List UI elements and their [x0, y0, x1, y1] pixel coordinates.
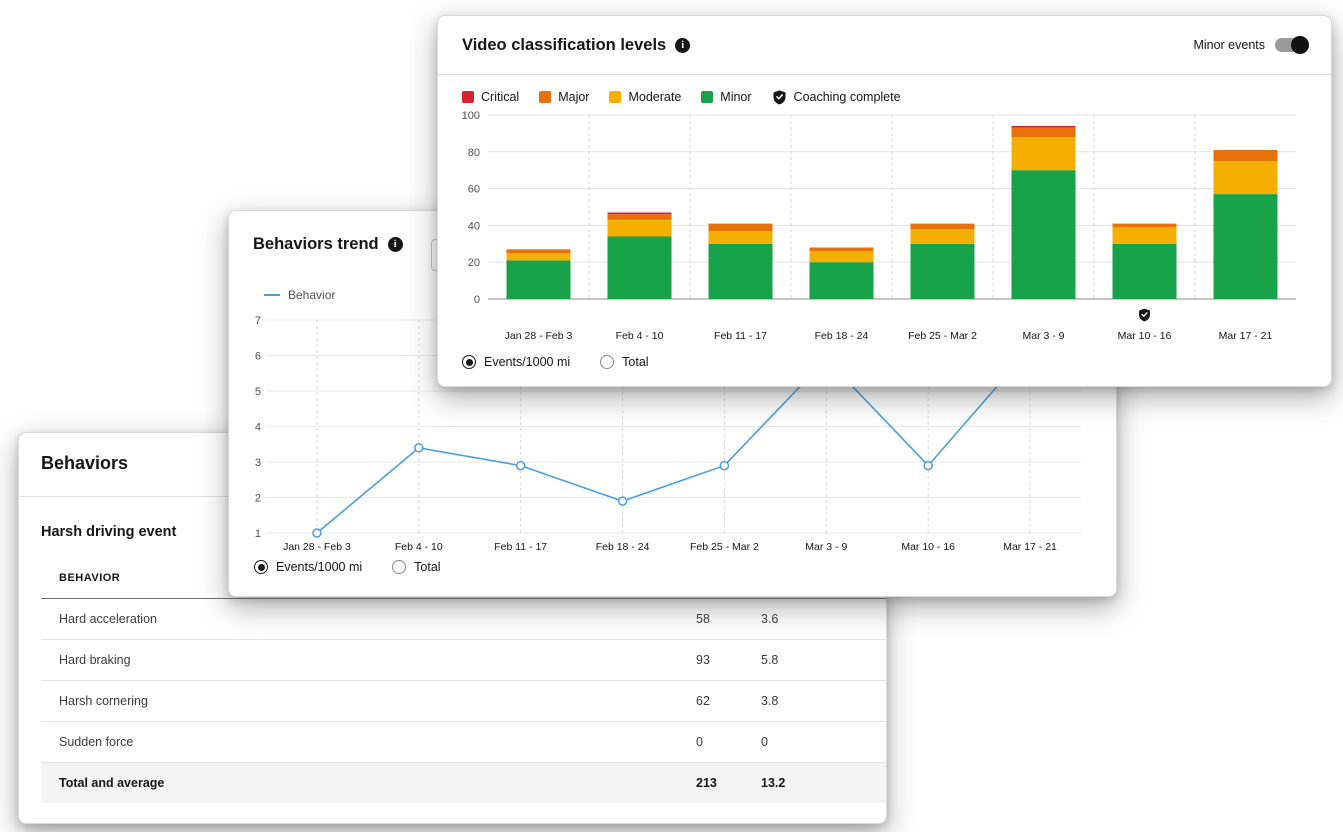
minor-events-toggle[interactable]: [1275, 36, 1309, 54]
behavior-label: Sudden force: [59, 735, 134, 749]
svg-text:5: 5: [255, 386, 261, 398]
radio-label: Total: [414, 560, 441, 574]
svg-text:Mar 3 - 9: Mar 3 - 9: [805, 541, 847, 553]
radio-total[interactable]: Total: [600, 355, 649, 369]
behavior-count: 58: [696, 612, 710, 626]
line-legend: Behavior: [264, 288, 1116, 302]
svg-text:Jan 28 - Feb 3: Jan 28 - Feb 3: [505, 330, 573, 342]
video-title: Video classification levels: [462, 35, 667, 54]
info-icon[interactable]: i: [675, 37, 691, 53]
line-series-label: Behavior: [288, 288, 336, 302]
behavior-rate: 0: [761, 735, 768, 749]
total-label: Total and average: [59, 776, 165, 790]
svg-text:4: 4: [255, 422, 261, 434]
toggle-label: Minor events: [1193, 38, 1265, 52]
legend-swatch: [462, 91, 474, 103]
legend-item-coaching-complete: Coaching complete: [772, 89, 901, 105]
legend-swatch: [701, 91, 714, 103]
table-row[interactable]: Hard braking 93 5.8: [41, 640, 886, 681]
legend-item-major[interactable]: Major: [539, 90, 589, 104]
radio-events-per-1000mi[interactable]: Events/1000 mi: [462, 355, 570, 369]
svg-text:1: 1: [255, 528, 261, 540]
radio-unselected-icon: [600, 355, 615, 369]
svg-text:3: 3: [255, 457, 261, 469]
svg-text:Feb 4 - 10: Feb 4 - 10: [395, 541, 443, 553]
radio-selected-icon: [254, 560, 268, 574]
coaching-complete-shield-icon: [773, 90, 786, 105]
video-card-header: Video classification levels i Minor even…: [438, 16, 1331, 75]
svg-text:Feb 25 - Mar 2: Feb 25 - Mar 2: [690, 541, 759, 553]
trend-chart-mode-radios: Events/1000 mi Total: [254, 560, 1116, 574]
radio-label: Events/1000 mi: [276, 560, 363, 574]
behaviors-table: BEHAVIOR Hard acceleration 58 3.6 Hard brak…: [41, 558, 886, 803]
svg-text:Jan 28 - Feb 3: Jan 28 - Feb 3: [283, 541, 351, 553]
svg-text:100: 100: [462, 110, 480, 122]
svg-text:Mar 3 - 9: Mar 3 - 9: [1022, 330, 1064, 342]
table-row[interactable]: Sudden force 0 0: [41, 722, 886, 763]
table-body: Hard acceleration 58 3.6 Hard braking 93 5.8 H…: [41, 599, 886, 763]
behavior-rate: 5.8: [761, 653, 779, 667]
table-total-row: Total and average 213 13.2: [41, 763, 886, 803]
behavior-count: 0: [696, 735, 703, 749]
svg-text:Feb 18 - 24: Feb 18 - 24: [596, 541, 650, 553]
behavior-label: Hard braking: [59, 653, 131, 667]
video-chart-mode-radios: Events/1000 mi Total: [462, 355, 1307, 369]
radio-unselected-icon: [392, 560, 407, 574]
svg-text:60: 60: [468, 184, 480, 196]
video-levels-chart[interactable]: 0 20 40 60 80 100 Jan 28 - Feb 3 Feb 4 - 10 Feb …: [462, 107, 1307, 353]
svg-text:Feb 4 - 10: Feb 4 - 10: [616, 330, 664, 342]
radio-label: Total: [622, 355, 649, 369]
video-card-body: Critical Major Moderate Minor Coaching compl…: [438, 89, 1331, 369]
svg-text:0: 0: [474, 294, 480, 306]
behavior-count: 62: [696, 694, 710, 708]
svg-text:2: 2: [255, 493, 261, 505]
svg-text:Feb 25 - Mar 2: Feb 25 - Mar 2: [908, 330, 977, 342]
svg-text:20: 20: [468, 257, 480, 269]
minor-events-toggle-group[interactable]: Minor events: [1193, 36, 1309, 54]
svg-text:Mar 10 - 16: Mar 10 - 16: [901, 541, 955, 553]
legend-swatch: [609, 91, 622, 103]
trend-title: Behaviors trend: [253, 235, 379, 253]
line-series-swatch: [264, 294, 280, 296]
svg-text:40: 40: [468, 220, 480, 232]
svg-text:Mar 10 - 16: Mar 10 - 16: [1118, 330, 1172, 342]
legend-item-critical[interactable]: Critical: [462, 90, 519, 104]
legend-item-minor[interactable]: Minor: [701, 90, 752, 104]
total-rate: 13.2: [761, 776, 786, 790]
table-header-row: BEHAVIOR: [41, 558, 886, 599]
toggle-knob: [1291, 36, 1309, 54]
behaviors-title: Behaviors: [41, 453, 129, 473]
legend-swatch: [539, 91, 552, 103]
svg-text:Feb 11 - 17: Feb 11 - 17: [494, 541, 547, 553]
behavior-label: Hard acceleration: [59, 612, 157, 626]
harsh-driving-event-title: Harsh driving event: [41, 524, 177, 540]
radio-events-per-1000mi[interactable]: Events/1000 mi: [254, 560, 362, 574]
info-icon[interactable]: i: [387, 237, 403, 252]
behavior-label: Harsh cornering: [59, 694, 148, 708]
svg-text:Mar 17 - 21: Mar 17 - 21: [1219, 330, 1273, 342]
svg-text:80: 80: [468, 147, 480, 159]
radio-total[interactable]: Total: [392, 560, 441, 574]
svg-text:Mar 17 - 21: Mar 17 - 21: [1003, 541, 1057, 553]
svg-text:6: 6: [255, 351, 261, 363]
svg-text:Feb 18 - 24: Feb 18 - 24: [815, 330, 869, 342]
behavior-rate: 3.8: [761, 694, 779, 708]
svg-text:7: 7: [255, 315, 261, 327]
svg-text:Feb 11 - 17: Feb 11 - 17: [714, 330, 767, 342]
radio-label: Events/1000 mi: [484, 355, 571, 369]
behavior-rate: 3.6: [761, 612, 779, 626]
table-row[interactable]: Harsh cornering 62 3.8: [41, 681, 886, 722]
radio-selected-icon: [462, 355, 476, 369]
behavior-count: 93: [696, 653, 710, 667]
table-row[interactable]: Hard acceleration 58 3.6: [41, 599, 886, 640]
total-count: 213: [696, 776, 717, 790]
video-classification-card: Video classification levels i Minor even…: [437, 15, 1332, 387]
legend-item-moderate[interactable]: Moderate: [609, 90, 681, 104]
bar-legend: Critical Major Moderate Minor Coaching compl…: [462, 89, 1307, 105]
column-header-behavior: BEHAVIOR: [59, 572, 121, 584]
